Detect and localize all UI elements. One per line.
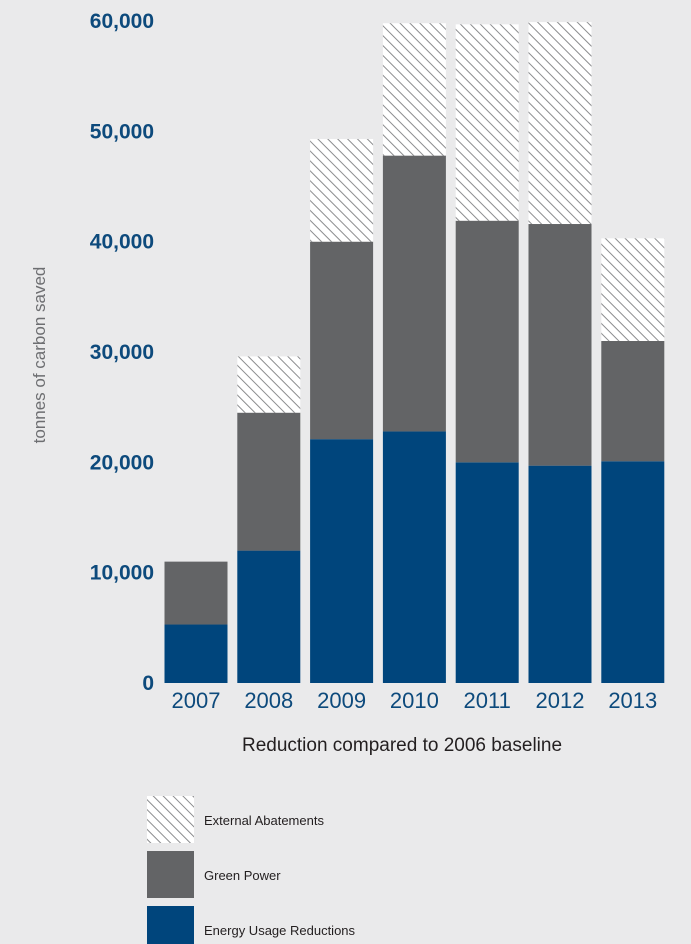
x-tick-label: 2012 [536, 688, 585, 713]
bar-green-power-2008 [237, 412, 301, 551]
bar-energy-usage-reductions-2012 [528, 465, 592, 683]
y-tick-label: 10,000 [90, 562, 154, 585]
bar-external-abatements-2010 [382, 23, 446, 156]
bar-green-power-2009 [310, 241, 374, 440]
legend-label-external-abatements: External Abatements [204, 813, 324, 828]
bar-energy-usage-reductions-2007 [164, 624, 228, 683]
x-tick-label: 2011 [464, 688, 511, 713]
bar-green-power-2013 [601, 340, 665, 462]
y-axis-ticks: 0 10,000 20,000 30,000 40,000 50,000 60,000 [90, 10, 154, 695]
bar-energy-usage-reductions-2009 [310, 439, 374, 683]
bar-external-abatements-2009 [310, 139, 374, 242]
x-axis-ticks: 2007 2008 2009 2010 2011 2012 2013 [172, 688, 658, 713]
legend-label-energy-usage-reductions: Energy Usage Reductions [204, 923, 356, 938]
y-tick-label: 40,000 [90, 231, 154, 254]
x-axis-label: Reduction compared to 2006 baseline [242, 735, 562, 756]
y-axis-label: tonnes of carbon saved [30, 267, 49, 444]
bars [164, 22, 665, 683]
legend-label-green-power: Green Power [204, 868, 281, 883]
bar-energy-usage-reductions-2010 [382, 431, 446, 683]
bar-green-power-2011 [455, 220, 519, 463]
y-tick-label: 20,000 [90, 451, 154, 474]
legend-swatch-energy-usage-reductions [147, 906, 194, 944]
legend: External Abatements Green Power Energy Usa… [147, 796, 356, 944]
x-tick-label: 2013 [608, 688, 657, 713]
bar-energy-usage-reductions-2011 [455, 462, 519, 683]
bar-energy-usage-reductions-2008 [237, 550, 301, 683]
bar-external-abatements-2008 [237, 356, 301, 413]
bar-green-power-2012 [528, 224, 592, 466]
legend-swatch-external-abatements [147, 796, 194, 843]
y-tick-label: 30,000 [90, 341, 154, 364]
x-tick-label: 2010 [390, 688, 439, 713]
y-tick-label: 0 [142, 672, 154, 695]
bar-energy-usage-reductions-2013 [601, 461, 665, 683]
y-tick-label: 60,000 [90, 10, 154, 33]
bar-external-abatements-2013 [601, 238, 665, 341]
y-tick-label: 50,000 [90, 120, 154, 143]
x-tick-label: 2007 [172, 688, 221, 713]
bar-green-power-2007 [164, 561, 228, 625]
x-tick-label: 2009 [317, 688, 366, 713]
bar-external-abatements-2012 [528, 22, 592, 225]
bar-external-abatements-2011 [455, 24, 519, 221]
bar-green-power-2010 [382, 155, 446, 432]
legend-swatch-green-power [147, 851, 194, 898]
x-tick-label: 2008 [244, 688, 293, 713]
